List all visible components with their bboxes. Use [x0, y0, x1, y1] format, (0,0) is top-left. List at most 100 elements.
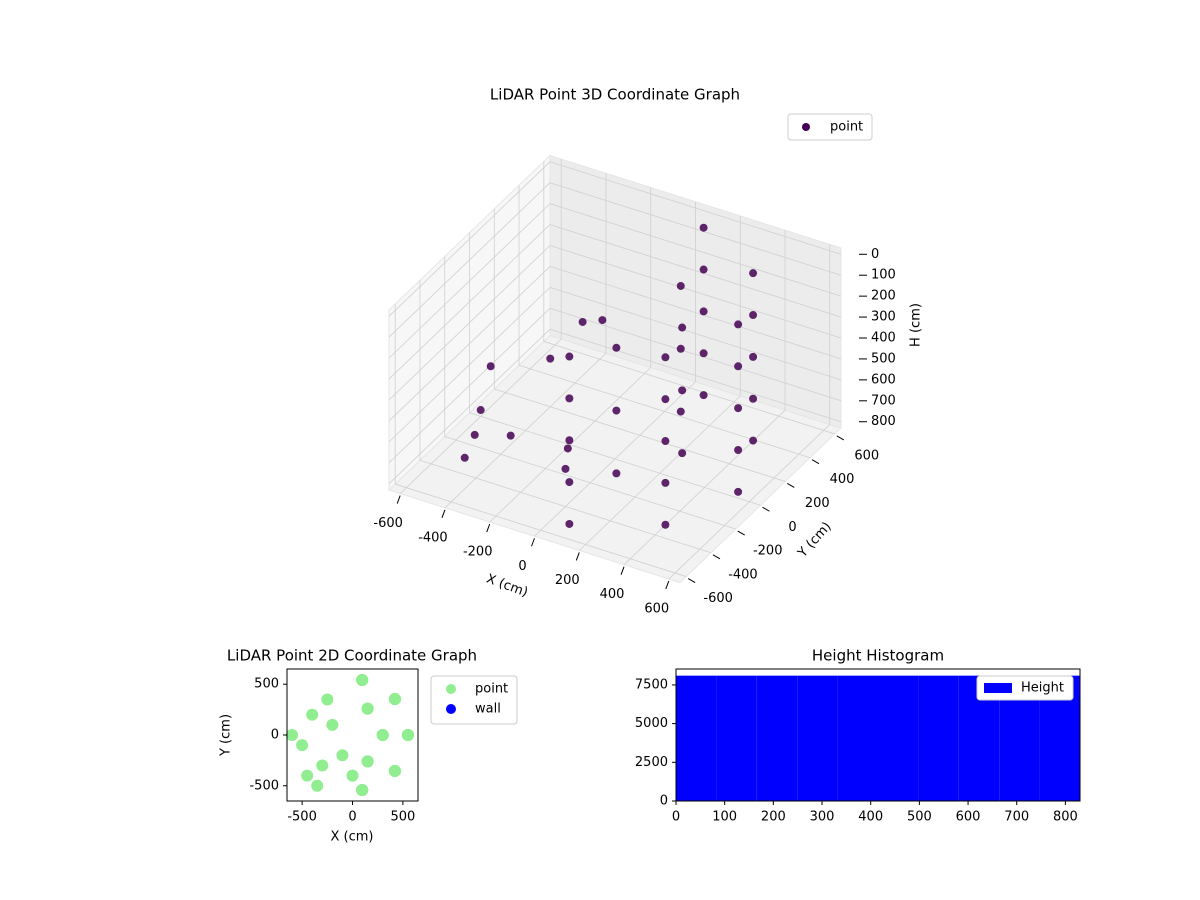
point — [699, 391, 708, 400]
point — [678, 449, 687, 458]
point — [486, 362, 495, 371]
x-tick — [575, 552, 580, 561]
grid-line — [549, 286, 842, 381]
y-tick-label: 0 — [660, 794, 668, 809]
point — [296, 739, 309, 752]
x-tick — [396, 495, 401, 504]
x-tick-label: 600 — [956, 810, 981, 825]
y-tick — [762, 506, 770, 512]
chart-title: Height Histogram — [812, 647, 944, 665]
z-tick-label: 600 — [871, 372, 896, 387]
grid-line — [549, 182, 842, 276]
bar — [676, 675, 717, 801]
point — [346, 769, 359, 782]
point — [546, 354, 555, 363]
legend-marker — [446, 684, 456, 694]
point — [749, 394, 758, 403]
point — [749, 269, 758, 278]
x-tick-label: 400 — [858, 810, 883, 825]
y-tick-label: -200 — [753, 544, 783, 559]
point — [612, 406, 621, 415]
point — [563, 444, 572, 453]
point — [678, 323, 687, 332]
point — [326, 718, 339, 731]
y-tick-label: 2500 — [635, 755, 668, 770]
point — [661, 478, 670, 487]
bar — [797, 675, 838, 801]
z-tick-label: 700 — [871, 393, 896, 408]
grid-line — [444, 436, 736, 530]
point — [470, 430, 479, 439]
point — [356, 673, 369, 686]
y-tick-label: -600 — [703, 591, 733, 606]
chart-title: LiDAR Point 3D Coordinate Graph — [490, 86, 740, 104]
point — [676, 407, 685, 416]
x-tick-label: 0 — [672, 810, 680, 825]
point — [336, 749, 349, 762]
legend-marker — [446, 704, 456, 714]
point — [306, 708, 319, 721]
grid-line — [518, 364, 811, 459]
grid-line — [388, 161, 551, 317]
grid-line — [388, 266, 551, 422]
grid-line — [388, 224, 551, 380]
x-tick-label: 200 — [761, 810, 786, 825]
grid-line — [549, 224, 842, 318]
legend-label: point — [475, 682, 508, 697]
legend-box — [976, 675, 1074, 701]
y-tick-label: -400 — [728, 567, 758, 582]
z-axis-label: H (cm) — [909, 303, 924, 347]
point — [749, 311, 758, 320]
point — [565, 436, 574, 445]
y-tick-label: 0 — [788, 520, 796, 535]
z-tick-label: 300 — [871, 310, 896, 325]
x-tick-label: 400 — [600, 587, 625, 602]
z-tick-label: 400 — [871, 331, 896, 346]
point — [565, 394, 574, 403]
grid-line — [543, 341, 835, 435]
grid-line — [388, 245, 551, 401]
grid-line — [388, 287, 551, 443]
x-tick — [486, 523, 491, 533]
point — [561, 464, 570, 473]
x-tick-label: 700 — [1004, 810, 1029, 825]
point — [734, 362, 743, 371]
point — [301, 769, 314, 782]
point — [565, 352, 574, 361]
x-axis-label: X (cm) — [331, 830, 374, 845]
x-tick-label: 100 — [712, 810, 737, 825]
point — [734, 404, 743, 413]
x-tick-label: 800 — [1053, 810, 1078, 825]
point — [388, 764, 401, 777]
x-tick-label: 0 — [348, 810, 356, 825]
point — [699, 223, 708, 232]
point — [661, 395, 670, 404]
x-tick-label: 500 — [390, 810, 415, 825]
point — [612, 469, 621, 478]
grid-line — [388, 308, 551, 464]
y-tick — [811, 459, 820, 465]
point — [476, 406, 485, 415]
y-tick-label: 0 — [271, 728, 279, 743]
x-tick-label: 500 — [907, 810, 932, 825]
legend-marker — [802, 123, 810, 131]
x-tick — [441, 509, 446, 518]
legend-patch — [984, 683, 1012, 693]
x-tick-label: -400 — [418, 530, 448, 545]
z-tick-label: 200 — [871, 289, 896, 304]
point — [699, 307, 708, 316]
point — [699, 265, 708, 274]
point — [661, 353, 670, 362]
bar — [716, 675, 757, 801]
z-tick-label: 500 — [871, 351, 896, 366]
grid-line — [549, 203, 842, 297]
point — [661, 437, 670, 446]
grid-line — [388, 203, 551, 359]
point — [578, 317, 587, 326]
grid-line — [419, 459, 712, 554]
point — [316, 759, 329, 772]
grid-line — [549, 307, 842, 402]
point — [612, 343, 621, 352]
point — [376, 729, 389, 741]
